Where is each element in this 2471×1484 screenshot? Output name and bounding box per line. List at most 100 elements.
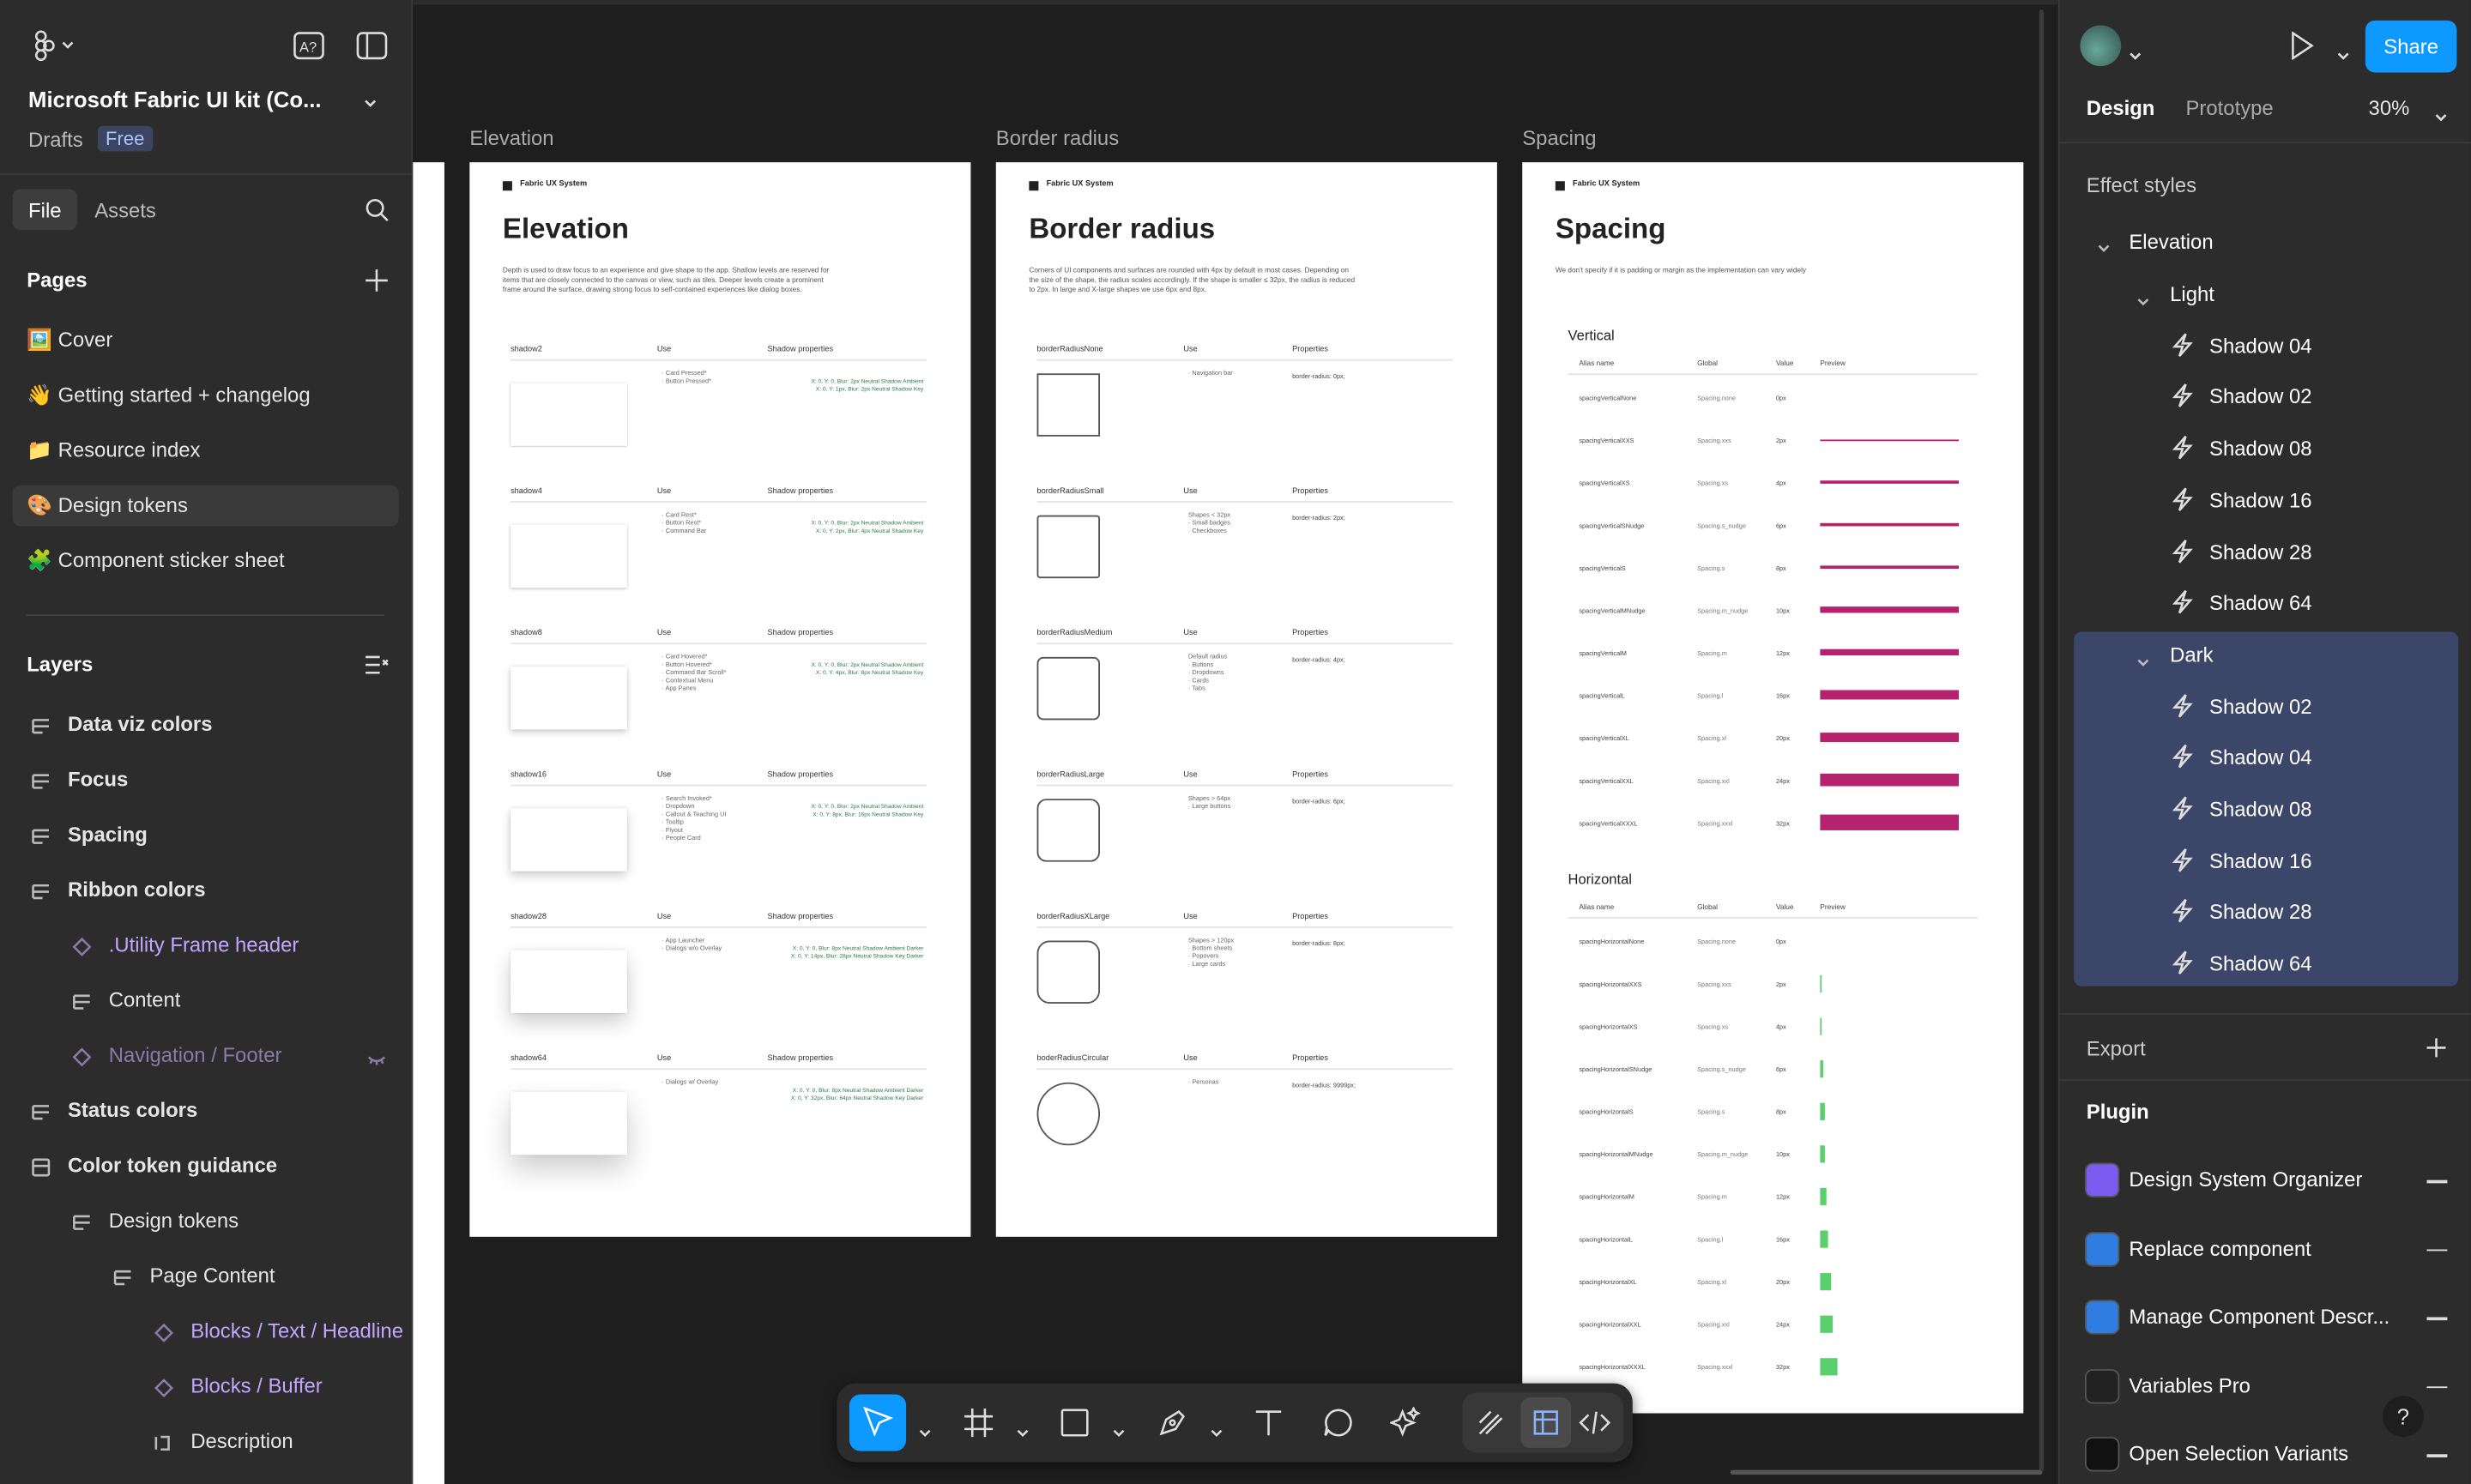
- layer-item[interactable]: Design tokens: [108, 1208, 239, 1233]
- disclosure[interactable]: [2137, 288, 2150, 306]
- plugin-name[interactable]: Variables Pro: [2129, 1372, 2250, 1397]
- layer-item[interactable]: Navigation / Footer: [108, 1042, 282, 1067]
- icon: [154, 1378, 174, 1398]
- frame[interactable]: Fabric UX System Spacing We don't specify …: [1522, 162, 2024, 1414]
- shadow-props: X: 0, Y: 0, Blur: 8px Neutral Shadow Amb…: [792, 945, 924, 952]
- style-subgroup[interactable]: Dark: [2170, 642, 2214, 667]
- row-rule: [1036, 926, 1453, 928]
- effect-style[interactable]: Shadow 28: [2209, 900, 2312, 925]
- present-menu[interactable]: [2337, 41, 2350, 60]
- comment-tool[interactable]: [1322, 1407, 1354, 1439]
- page-item[interactable]: 📁 Resource index: [27, 437, 201, 462]
- layer-item[interactable]: Focus: [67, 767, 129, 792]
- effect-style[interactable]: Shadow 02: [2209, 694, 2312, 718]
- style-subgroup[interactable]: Light: [2170, 281, 2214, 306]
- tool-menu[interactable]: [1211, 1418, 1223, 1438]
- use-item: · Tabs: [1187, 684, 1205, 692]
- frame-tool[interactable]: [963, 1407, 994, 1439]
- toggle-sidebar[interactable]: [356, 32, 388, 60]
- disclosure[interactable]: [2098, 235, 2111, 252]
- effect-style[interactable]: Shadow 08: [2209, 797, 2312, 821]
- effect-style[interactable]: Shadow 04: [2209, 333, 2312, 358]
- frame-label[interactable]: Border radius: [995, 125, 1120, 150]
- help[interactable]: ?: [2383, 1396, 2424, 1438]
- plugin-remove[interactable]: [2426, 1248, 2448, 1252]
- layer-item[interactable]: Description: [190, 1428, 293, 1453]
- plugin-name[interactable]: Open Selection Variants: [2129, 1441, 2349, 1466]
- layer-item[interactable]: Page Content: [149, 1264, 275, 1288]
- frame-label[interactable]: Elevation: [469, 125, 554, 150]
- effect-style[interactable]: Shadow 02: [2209, 384, 2312, 409]
- layer-item[interactable]: Status colors: [67, 1098, 198, 1122]
- add-page[interactable]: [364, 268, 389, 293]
- file-menu[interactable]: [362, 92, 378, 107]
- page-item[interactable]: 🎨 Design tokens: [27, 492, 188, 517]
- plugin-remove[interactable]: [2426, 1454, 2448, 1457]
- layer-item[interactable]: Color token guidance: [67, 1153, 278, 1178]
- zoom[interactable]: 30%: [2368, 96, 2410, 120]
- search[interactable]: [364, 197, 389, 222]
- file-name[interactable]: Microsoft Fabric UI kit (Co...: [28, 87, 322, 112]
- plugin-remove[interactable]: [2426, 1317, 2448, 1320]
- tool-menu[interactable]: [1113, 1418, 1126, 1438]
- layer-item[interactable]: Blocks / Buffer: [190, 1373, 323, 1398]
- page-item[interactable]: 🧩 Component sticker sheet: [27, 548, 285, 572]
- zoom-menu[interactable]: [2435, 102, 2448, 122]
- frame[interactable]: Fabric UX System Elevation Depth is used t…: [469, 162, 971, 1237]
- layers-collapse[interactable]: [364, 652, 389, 677]
- page-item[interactable]: 👋 Getting started + changelog: [27, 383, 311, 407]
- icon: [1211, 1429, 1223, 1438]
- page-item[interactable]: 🖼️ Cover: [27, 328, 113, 352]
- layer-item[interactable]: Spacing: [67, 822, 148, 847]
- present[interactable]: [2290, 31, 2315, 61]
- share-button[interactable]: Share: [2365, 20, 2457, 73]
- draw-mode[interactable]: [1475, 1407, 1507, 1439]
- effect-style[interactable]: Shadow 04: [2209, 745, 2312, 769]
- disclosure[interactable]: [2137, 649, 2150, 667]
- effect-style[interactable]: Shadow 64: [2209, 951, 2312, 976]
- plugin-name[interactable]: Manage Component Descr...: [2129, 1304, 2390, 1329]
- ai-button[interactable]: A?: [293, 32, 325, 60]
- effect-style[interactable]: Shadow 08: [2209, 436, 2312, 461]
- avatar-menu[interactable]: [2129, 41, 2142, 60]
- panel-tab[interactable]: File: [12, 189, 77, 231]
- add-export[interactable]: [2426, 1037, 2448, 1059]
- layer-item[interactable]: Data viz colors: [67, 712, 213, 736]
- shape-tool[interactable]: [1059, 1407, 1091, 1439]
- move-tool[interactable]: [849, 1394, 907, 1451]
- panel-tab[interactable]: Assets: [94, 198, 156, 222]
- icon: [2172, 332, 2193, 357]
- layer-item[interactable]: Content: [108, 987, 181, 1012]
- plugin-name[interactable]: Replace component: [2129, 1235, 2311, 1260]
- use-item: · Popovers: [1187, 951, 1219, 960]
- style-group[interactable]: Elevation: [2129, 230, 2214, 254]
- panel-tab[interactable]: Design: [2086, 96, 2155, 120]
- effect-style[interactable]: Shadow 16: [2209, 848, 2312, 872]
- ai-tool[interactable]: [1388, 1406, 1422, 1439]
- plugin-remove[interactable]: [2426, 1179, 2448, 1183]
- effect-style[interactable]: Shadow 28: [2209, 540, 2312, 564]
- tool-menu[interactable]: [919, 1418, 932, 1438]
- effect-styles-title: Effect styles: [2086, 173, 2197, 197]
- alias: spacingVerticalMNudge: [1579, 606, 1646, 615]
- main-menu[interactable]: [28, 28, 76, 63]
- effect-style[interactable]: Shadow 64: [2209, 591, 2312, 615]
- effect-style[interactable]: Shadow 16: [2209, 488, 2312, 512]
- tool-menu[interactable]: [1017, 1418, 1030, 1438]
- layer-item[interactable]: .Utility Frame header: [108, 932, 299, 956]
- frame-label[interactable]: Spacing: [1522, 125, 1597, 150]
- design-mode[interactable]: [1520, 1397, 1572, 1448]
- hidden-toggle[interactable]: [367, 1047, 386, 1065]
- dev-mode[interactable]: [1579, 1407, 1611, 1439]
- pen-tool[interactable]: [1157, 1407, 1188, 1439]
- col-header: Properties: [1292, 912, 1328, 922]
- plugin-remove[interactable]: [2426, 1385, 2448, 1389]
- panel-tab[interactable]: Prototype: [2185, 96, 2274, 120]
- layer-item[interactable]: Blocks / Text / Headline: [190, 1318, 403, 1342]
- effect-icon: [2172, 589, 2194, 614]
- layer-item[interactable]: Ribbon colors: [67, 878, 206, 902]
- frame[interactable]: Fabric UX System Border radius Corners of …: [995, 162, 1497, 1237]
- text-tool[interactable]: [1253, 1407, 1284, 1439]
- plugin-name[interactable]: Design System Organizer: [2129, 1167, 2363, 1191]
- avatar[interactable]: [2080, 25, 2122, 67]
